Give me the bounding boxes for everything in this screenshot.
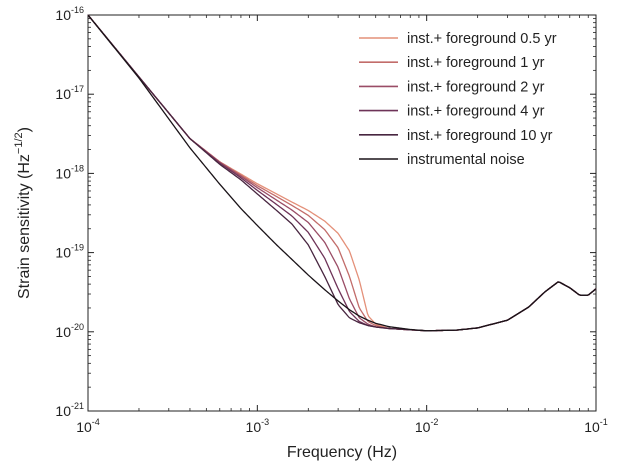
y-axis-label-base: Strain sensitivity (Hz bbox=[16, 154, 33, 299]
x-tick-label: 10-1 bbox=[584, 417, 608, 435]
legend: inst.+ foreground 0.5 yr inst.+ foregroun… bbox=[359, 31, 557, 168]
plot-frame bbox=[87, 14, 597, 412]
legend-label: inst.+ foreground 10 yr bbox=[407, 128, 553, 144]
axis-ticks bbox=[87, 14, 597, 412]
legend-label: inst.+ foreground 0.5 yr bbox=[407, 31, 557, 47]
series-lines bbox=[87, 14, 597, 332]
y-tick-label: 10-19 bbox=[55, 243, 84, 261]
legend-label: inst.+ foreground 2 yr bbox=[407, 79, 545, 95]
tick-labels: 10-4 10-3 10-2 10-1 10-16 10-17 10-18 10-19 10-2… bbox=[55, 5, 607, 435]
y-axis-label-exponent: −1/2 bbox=[13, 132, 25, 154]
series-line-5 bbox=[87, 14, 597, 332]
legend-label: instrumental noise bbox=[407, 152, 525, 168]
x-axis-label: Frequency (Hz) bbox=[287, 444, 397, 461]
legend-label: inst.+ foreground 1 yr bbox=[407, 55, 545, 71]
x-tick-label: 10-3 bbox=[246, 417, 270, 435]
y-tick-label: 10-16 bbox=[55, 5, 84, 23]
y-axis-label: Strain sensitivity (Hz−1/2) bbox=[13, 127, 33, 299]
y-tick-label: 10-21 bbox=[55, 401, 84, 419]
y-tick-label: 10-20 bbox=[55, 322, 84, 340]
x-tick-label: 10-4 bbox=[76, 417, 100, 435]
legend-label: inst.+ foreground 4 yr bbox=[407, 104, 545, 120]
y-axis-label-close: ) bbox=[16, 127, 33, 132]
y-tick-label: 10-17 bbox=[55, 84, 84, 102]
y-tick-label: 10-18 bbox=[55, 163, 84, 181]
x-tick-label: 10-2 bbox=[415, 417, 439, 435]
